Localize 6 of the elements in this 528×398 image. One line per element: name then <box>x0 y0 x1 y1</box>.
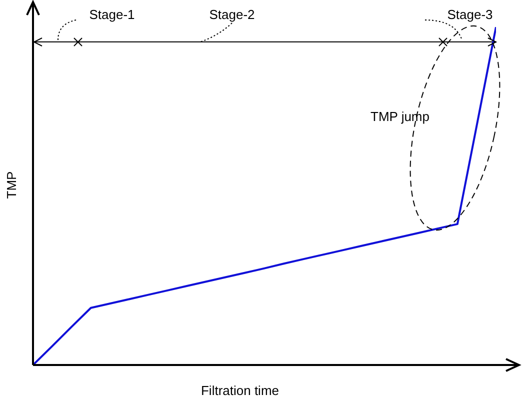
x-axis-title: Filtration time <box>200 383 280 398</box>
annotation: TMP jump <box>370 109 430 124</box>
text: Stage-2 <box>209 7 255 22</box>
text: Stage-3 <box>447 7 493 22</box>
text: Stage-1 <box>89 7 135 22</box>
y-axis-title: TMP <box>4 171 19 199</box>
